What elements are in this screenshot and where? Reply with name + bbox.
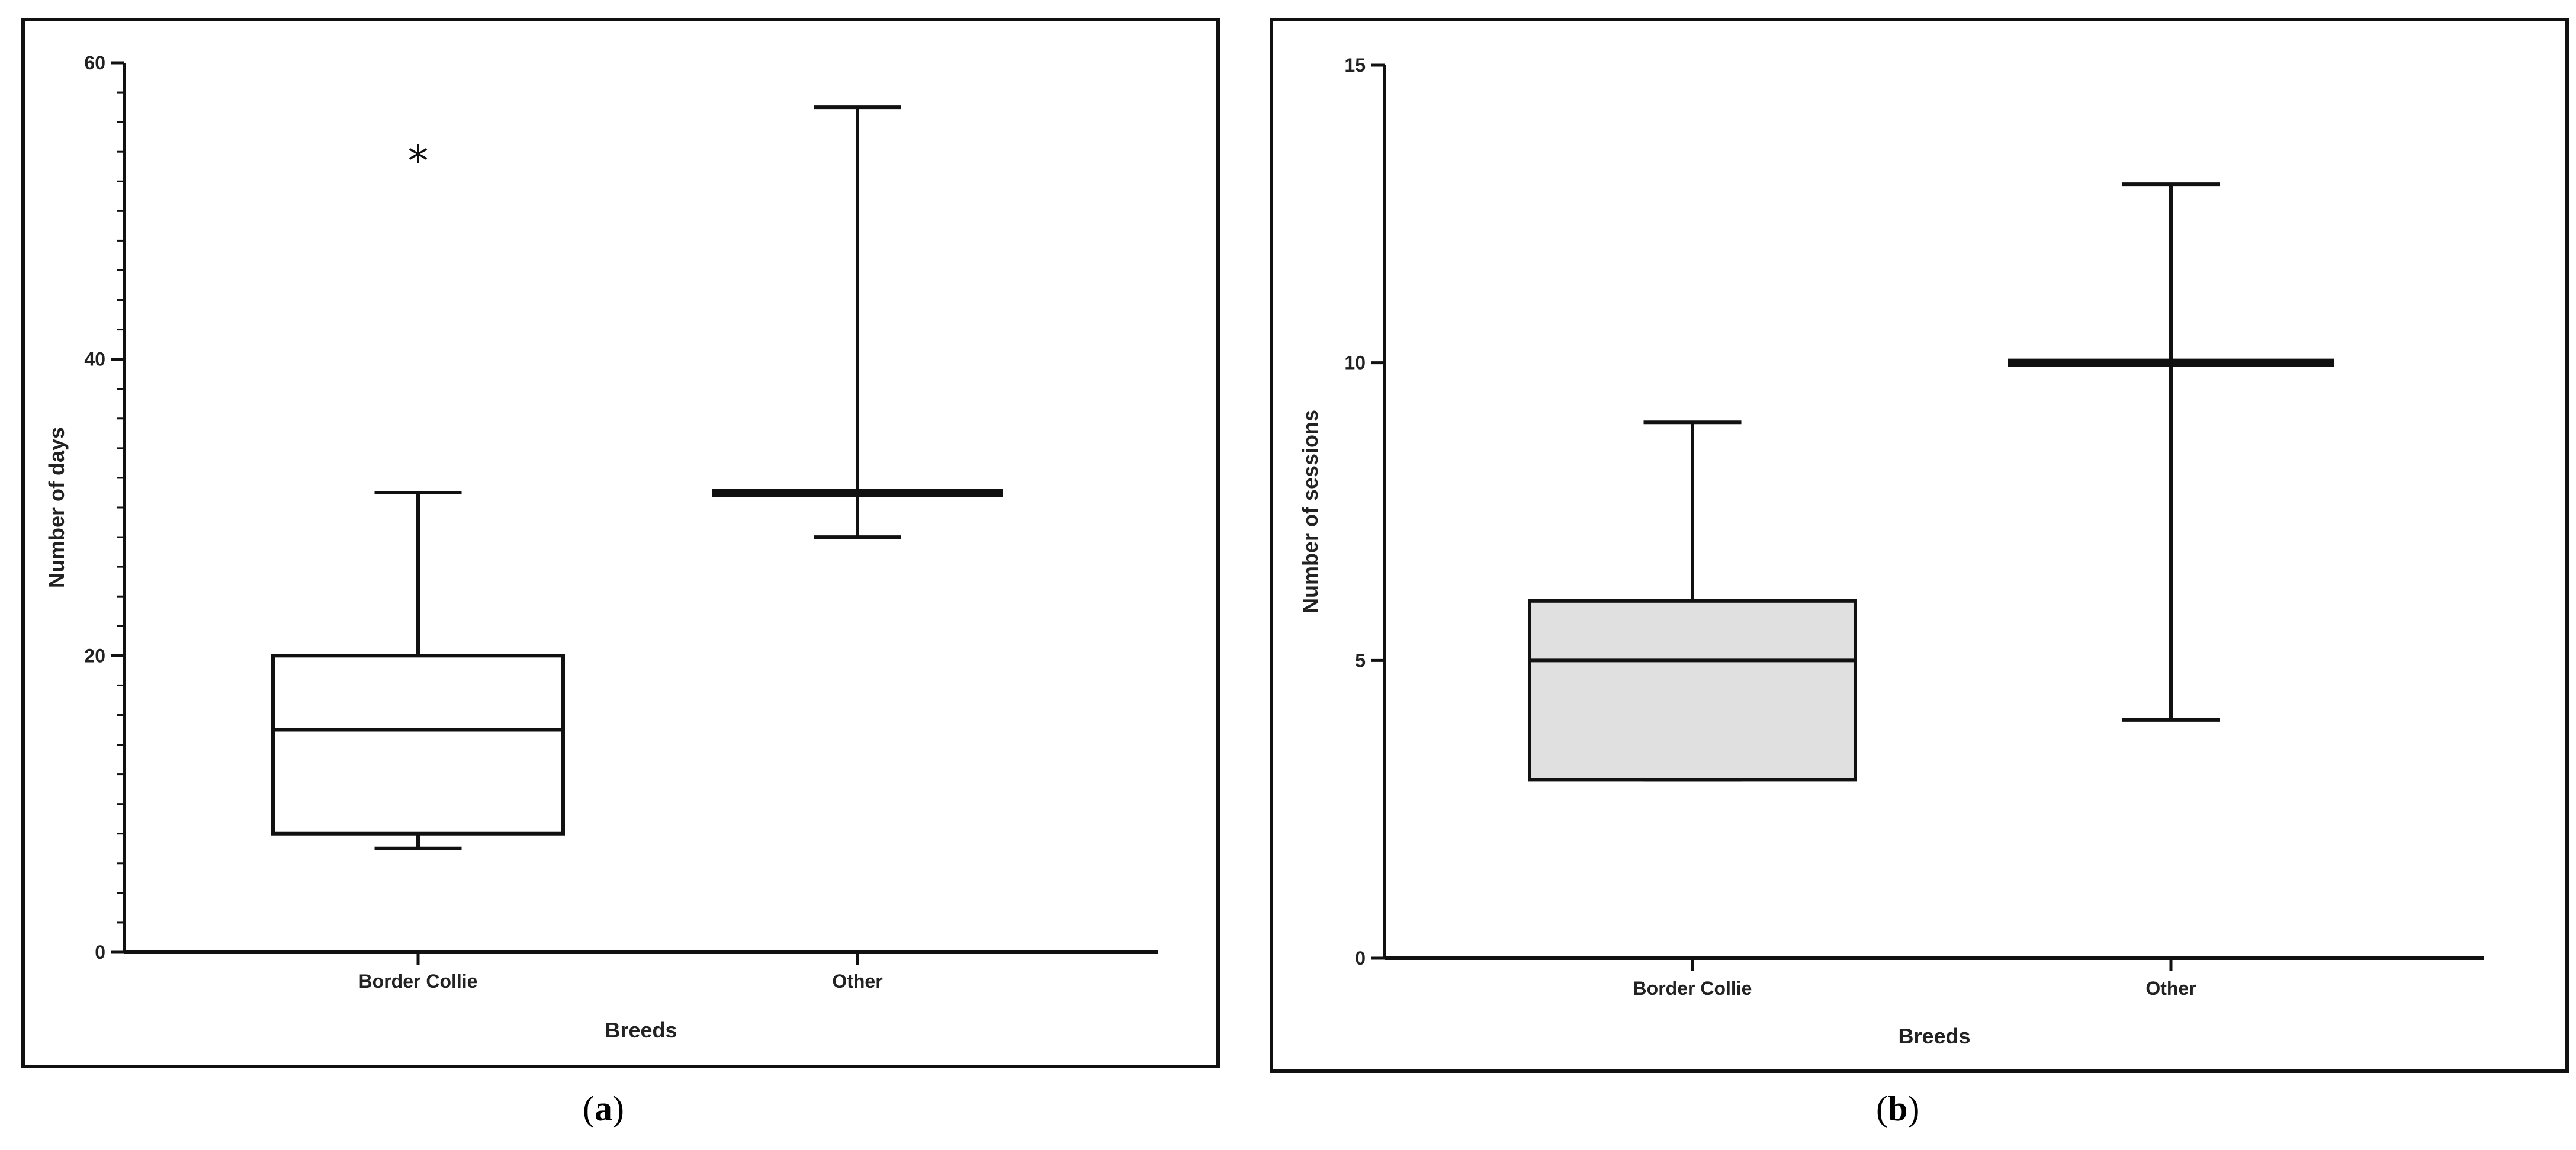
panel-b-caption: (b) (1876, 1089, 1920, 1128)
box-border-collie (271, 654, 565, 836)
y-axis-title-b: Number of sessions (1298, 410, 1322, 613)
y-tick-label-b: 15 (1344, 54, 1366, 76)
y-axis-title-a: Number of days (44, 427, 69, 588)
x-tick-label-b: Other (2145, 978, 2196, 999)
x-axis-title-a: Breeds (605, 1018, 677, 1042)
x-tick-label-b: Border Collie (1633, 978, 1752, 999)
y-tick-label-a: 0 (95, 942, 105, 963)
y-tick-label-b: 5 (1355, 650, 1366, 671)
y-tick-label-a: 60 (84, 52, 105, 73)
x-tick-label-a: Other (832, 971, 882, 992)
y-tick-label-a: 40 (84, 349, 105, 370)
x-tick-label-a: Border Collie (359, 971, 478, 992)
box-border-collie (1528, 599, 1857, 782)
x-axis-title-b: Breeds (1898, 1024, 1970, 1048)
y-tick-label-b: 10 (1344, 352, 1366, 374)
outlier-marker-border-collie: * (408, 137, 429, 185)
panel-a-caption: (a) (583, 1089, 624, 1128)
y-tick-label-b: 0 (1355, 947, 1366, 969)
panel-a-frame (21, 18, 1220, 1068)
y-tick-label-a: 20 (84, 645, 105, 666)
panel-b-frame (1270, 18, 2569, 1073)
